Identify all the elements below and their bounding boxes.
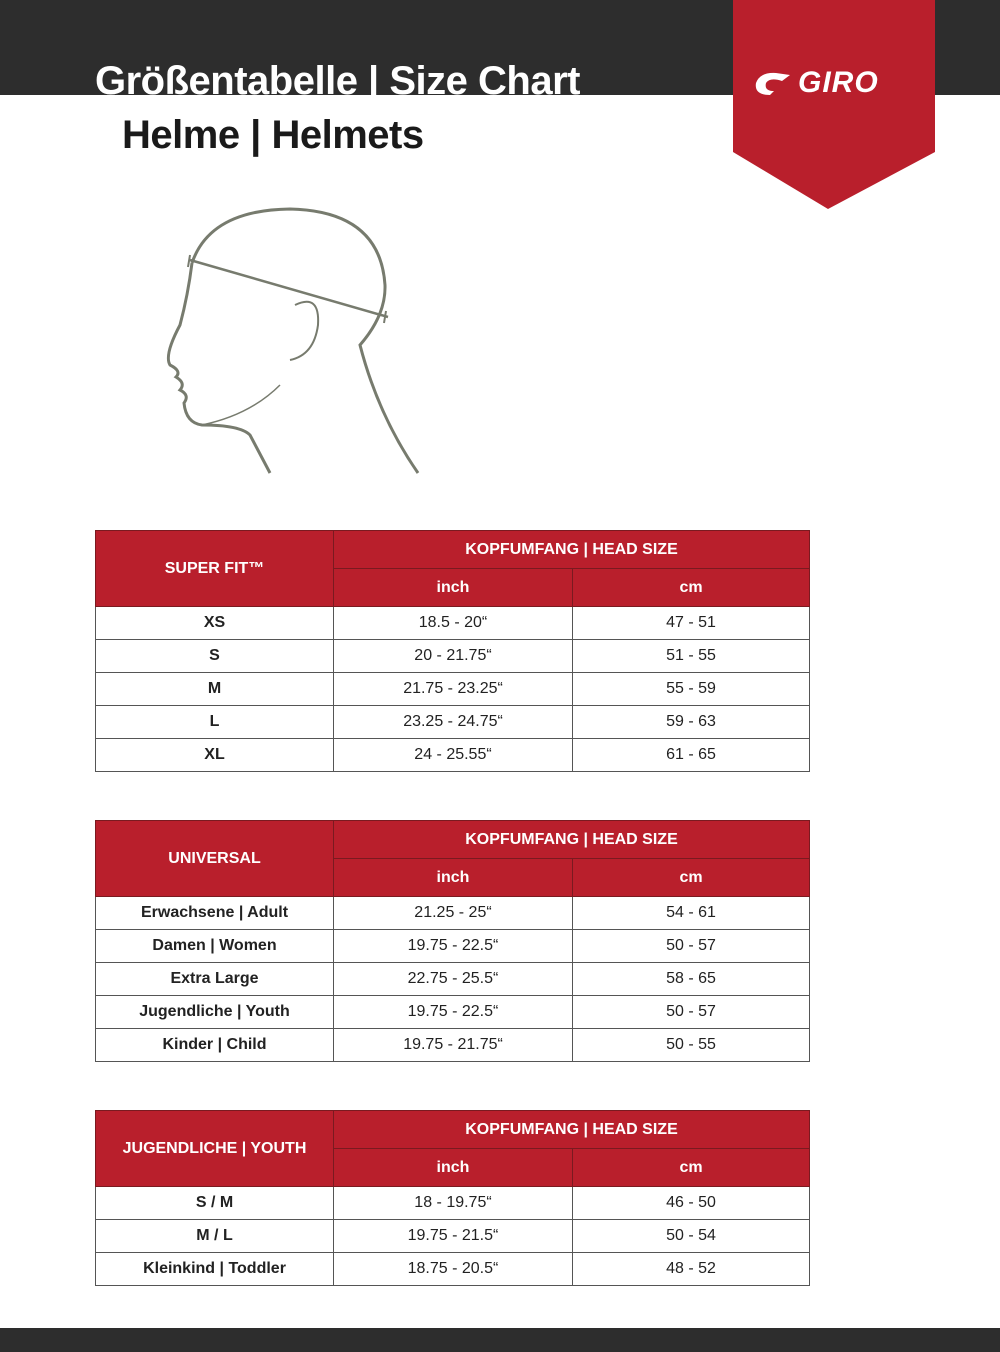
size-label: Jugendliche | Youth: [95, 995, 334, 1029]
table-row: S 20 - 21.75“ 51 - 55: [95, 639, 810, 673]
cm-value: 47 - 51: [572, 606, 810, 640]
size-label: L: [95, 705, 334, 739]
universal-size-table: UNIVERSAL KOPFUMFANG | HEAD SIZE inch cm Erw…: [95, 820, 810, 1062]
cm-value: 50 - 57: [572, 929, 810, 963]
cm-column-header: cm: [572, 1148, 810, 1187]
table-row: XL 24 - 25.55“ 61 - 65: [95, 738, 810, 772]
brand-banner: [733, 0, 935, 209]
cm-value: 51 - 55: [572, 639, 810, 673]
size-label: M / L: [95, 1219, 334, 1253]
inch-column-header: inch: [333, 1148, 573, 1187]
inch-value: 19.75 - 22.5“: [333, 995, 573, 1029]
table-row: Kleinkind | Toddler 18.75 - 20.5“ 48 - 52: [95, 1252, 810, 1286]
cm-value: 61 - 65: [572, 738, 810, 772]
giro-logo: GIRO: [752, 66, 917, 100]
cm-column-header: cm: [572, 568, 810, 607]
head-measurement-illustration: [166, 207, 420, 474]
table-header-row: UNIVERSAL KOPFUMFANG | HEAD SIZE: [95, 820, 810, 897]
table-row: Extra Large 22.75 - 25.5“ 58 - 65: [95, 962, 810, 996]
page-title: Größentabelle | Size Chart: [95, 59, 580, 103]
inch-column-header: inch: [333, 858, 573, 897]
table-row: Damen | Women 19.75 - 22.5“ 50 - 57: [95, 929, 810, 963]
cm-value: 55 - 59: [572, 672, 810, 706]
inch-value: 19.75 - 21.75“: [333, 1028, 573, 1062]
inch-value: 22.75 - 25.5“: [333, 962, 573, 996]
size-label: XS: [95, 606, 334, 640]
head-size-header: KOPFUMFANG | HEAD SIZE: [333, 1110, 810, 1149]
table-header-row: inch cm: [96, 568, 810, 607]
cm-value: 46 - 50: [572, 1186, 810, 1220]
size-label: Kleinkind | Toddler: [95, 1252, 334, 1286]
cm-value: 50 - 54: [572, 1219, 810, 1253]
inch-value: 18.75 - 20.5“: [333, 1252, 573, 1286]
size-label: XL: [95, 738, 334, 772]
inch-value: 19.75 - 21.5“: [333, 1219, 573, 1253]
size-label: Erwachsene | Adult: [95, 896, 334, 930]
inch-value: 21.25 - 25“: [333, 896, 573, 930]
category-header: SUPER FIT™: [95, 530, 334, 607]
size-label: S: [95, 639, 334, 673]
table-row: Erwachsene | Adult 21.25 - 25“ 54 - 61: [95, 896, 810, 930]
super-fit-size-table: SUPER FIT™ KOPFUMFANG | HEAD SIZE inch cm XS…: [95, 530, 810, 772]
giro-swirl-icon: [755, 72, 790, 95]
cm-value: 48 - 52: [572, 1252, 810, 1286]
inch-value: 19.75 - 22.5“: [333, 929, 573, 963]
size-label: M: [95, 672, 334, 706]
table-row: L 23.25 - 24.75“ 59 - 63: [95, 705, 810, 739]
table-row: XS 18.5 - 20“ 47 - 51: [95, 606, 810, 640]
inch-value: 24 - 25.55“: [333, 738, 573, 772]
page-subtitle: Helme | Helmets: [122, 113, 424, 157]
cm-column-header: cm: [572, 858, 810, 897]
table-header-row: inch cm: [96, 1148, 810, 1187]
size-label: Extra Large: [95, 962, 334, 996]
size-label: Kinder | Child: [95, 1028, 334, 1062]
cm-value: 59 - 63: [572, 705, 810, 739]
size-label: Damen | Women: [95, 929, 334, 963]
head-size-header: KOPFUMFANG | HEAD SIZE: [333, 530, 810, 569]
inch-value: 18 - 19.75“: [333, 1186, 573, 1220]
cm-value: 50 - 55: [572, 1028, 810, 1062]
category-header: JUGENDLICHE | YOUTH: [95, 1110, 334, 1187]
table-header-row: inch cm: [96, 858, 810, 897]
table-row: S / M 18 - 19.75“ 46 - 50: [95, 1186, 810, 1220]
inch-value: 23.25 - 24.75“: [333, 705, 573, 739]
cm-value: 50 - 57: [572, 995, 810, 1029]
table-row: M 21.75 - 23.25“ 55 - 59: [95, 672, 810, 706]
cm-value: 58 - 65: [572, 962, 810, 996]
head-size-header: KOPFUMFANG | HEAD SIZE: [333, 820, 810, 859]
inch-column-header: inch: [333, 568, 573, 607]
cm-value: 54 - 61: [572, 896, 810, 930]
size-label: S / M: [95, 1186, 334, 1220]
youth-size-table: JUGENDLICHE | YOUTH KOPFUMFANG | HEAD SIZ…: [95, 1110, 810, 1286]
table-row: Kinder | Child 19.75 - 21.75“ 50 - 55: [95, 1028, 810, 1062]
table-row: M / L 19.75 - 21.5“ 50 - 54: [95, 1219, 810, 1253]
inch-value: 21.75 - 23.25“: [333, 672, 573, 706]
table-header-row: JUGENDLICHE | YOUTH KOPFUMFANG | HEAD SIZ…: [95, 1110, 810, 1187]
table-row: Jugendliche | Youth 19.75 - 22.5“ 50 - 57: [95, 995, 810, 1029]
bottom-bar: [0, 1328, 1000, 1352]
inch-value: 20 - 21.75“: [333, 639, 573, 673]
table-header-row: SUPER FIT™ KOPFUMFANG | HEAD SIZE: [95, 530, 810, 607]
category-header: UNIVERSAL: [95, 820, 334, 897]
inch-value: 18.5 - 20“: [333, 606, 573, 640]
